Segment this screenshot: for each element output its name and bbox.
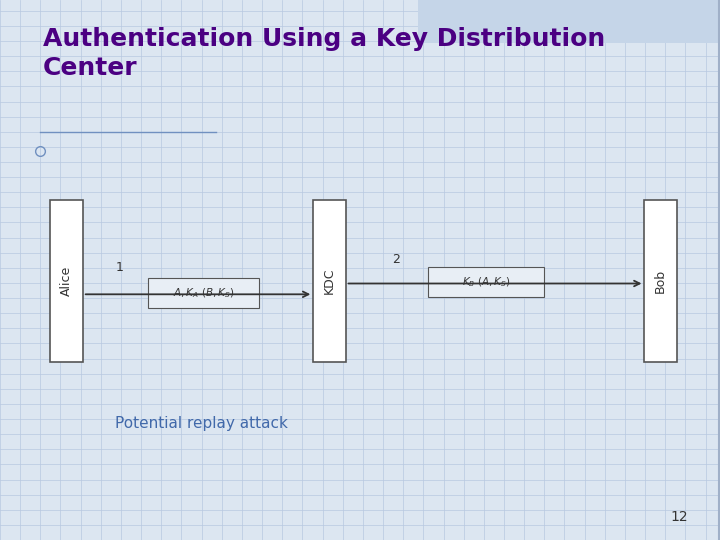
Text: Authentication Using a Key Distribution
Center: Authentication Using a Key Distribution … (43, 27, 606, 80)
Bar (50, 200, 83, 362)
Bar (418, 0, 720, 43)
Text: 12: 12 (670, 510, 688, 524)
Text: KDC: KDC (323, 267, 336, 294)
Text: Bob: Bob (654, 269, 667, 293)
Text: 2: 2 (392, 253, 400, 266)
Bar (428, 267, 544, 297)
Bar (148, 278, 259, 308)
Text: $A, K_A\ (B, K_S)$: $A, K_A\ (B, K_S)$ (173, 286, 234, 300)
Text: Potential replay attack: Potential replay attack (115, 416, 288, 431)
Text: $K_B\ (A, K_S)$: $K_B\ (A, K_S)$ (462, 275, 510, 289)
Bar (644, 200, 677, 362)
Text: 1: 1 (115, 261, 123, 274)
Text: Alice: Alice (60, 266, 73, 296)
Bar (313, 200, 346, 362)
